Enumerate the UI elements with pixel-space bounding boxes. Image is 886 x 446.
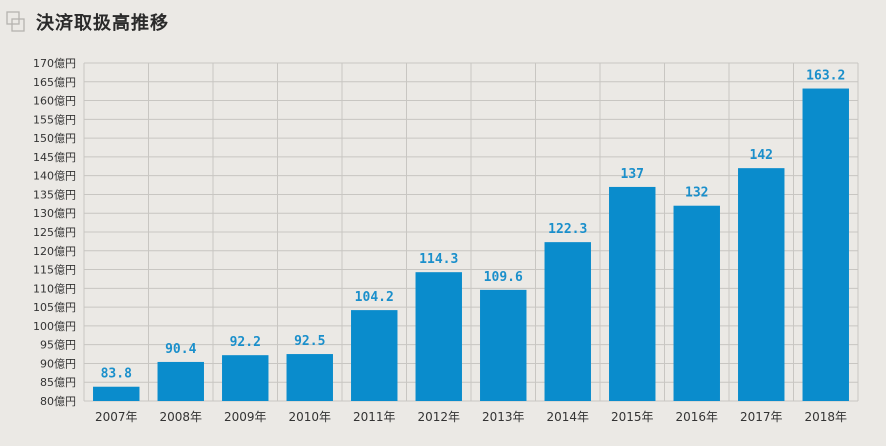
y-tick-label: 90億円 [40, 357, 76, 370]
data-labels: 83.8 90.4 92.2 92.5 104.2 114.3 109.6 122.3 137 1… [101, 69, 846, 382]
x-axis: 2007年 2008年 2009年 2010年 2011年 2012年 2013年 2014年… [95, 410, 847, 424]
y-tick-label: 120億円 [33, 245, 76, 258]
x-tick-label: 2013年 [482, 410, 525, 424]
data-label: 163.2 [806, 69, 845, 84]
x-tick-label: 2010年 [288, 410, 331, 424]
bar [738, 168, 785, 401]
bar [93, 386, 140, 401]
chart-title: 決済取扱高推移 [36, 13, 169, 34]
bar [415, 272, 462, 401]
x-tick-label: 2007年 [95, 410, 138, 424]
y-axis: 80億円 85億円 90億円 95億円 100億円 105億円 110億円 115億円 120億… [33, 57, 76, 408]
overlapping-squares-icon [6, 11, 25, 32]
y-tick-label: 155億円 [33, 113, 76, 126]
x-tick-label: 2015年 [611, 410, 654, 424]
y-tick-label: 165億円 [33, 76, 76, 89]
y-tick-label: 100億円 [33, 320, 76, 333]
chart-header: 決済取扱高推移 [6, 8, 169, 36]
data-label: 83.8 [101, 367, 132, 382]
data-label: 92.5 [294, 334, 325, 349]
y-tick-label: 80億円 [40, 395, 76, 408]
y-tick-label: 145億円 [33, 151, 76, 164]
data-label: 90.4 [165, 342, 196, 357]
data-label: 109.6 [484, 270, 523, 285]
y-tick-label: 105億円 [33, 301, 76, 314]
y-tick-label: 85億円 [40, 376, 76, 389]
y-tick-label: 170億円 [33, 57, 76, 70]
x-tick-label: 2009年 [224, 410, 267, 424]
bar [544, 242, 591, 401]
data-label: 92.2 [230, 335, 261, 350]
bar [222, 355, 269, 401]
y-tick-label: 160億円 [33, 95, 76, 108]
data-label: 104.2 [355, 290, 394, 305]
data-label: 137 [621, 167, 644, 182]
y-tick-label: 150億円 [33, 132, 76, 145]
bar [286, 354, 333, 401]
x-tick-label: 2008年 [159, 410, 202, 424]
y-tick-label: 115億円 [33, 264, 76, 277]
x-tick-label: 2011年 [353, 410, 396, 424]
y-tick-label: 140億円 [33, 170, 76, 183]
bar [802, 88, 849, 401]
x-tick-label: 2016年 [675, 410, 718, 424]
data-label: 114.3 [419, 252, 458, 267]
x-tick-label: 2014年 [546, 410, 589, 424]
bars [93, 88, 849, 401]
bar [480, 289, 527, 401]
y-tick-label: 135億円 [33, 188, 76, 201]
bar [673, 205, 720, 401]
x-tick-label: 2018年 [804, 410, 847, 424]
x-tick-label: 2017年 [740, 410, 783, 424]
y-tick-label: 110億円 [33, 282, 76, 295]
y-tick-label: 125億円 [33, 226, 76, 239]
y-tick-label: 130億円 [33, 207, 76, 220]
bar [351, 310, 398, 401]
bar [157, 361, 204, 401]
gridlines [83, 62, 859, 402]
data-label: 142 [750, 148, 773, 163]
data-label: 132 [685, 186, 708, 201]
data-label: 122.3 [548, 222, 587, 237]
y-tick-label: 95億円 [40, 339, 76, 352]
bar [609, 186, 656, 401]
x-tick-label: 2012年 [417, 410, 460, 424]
